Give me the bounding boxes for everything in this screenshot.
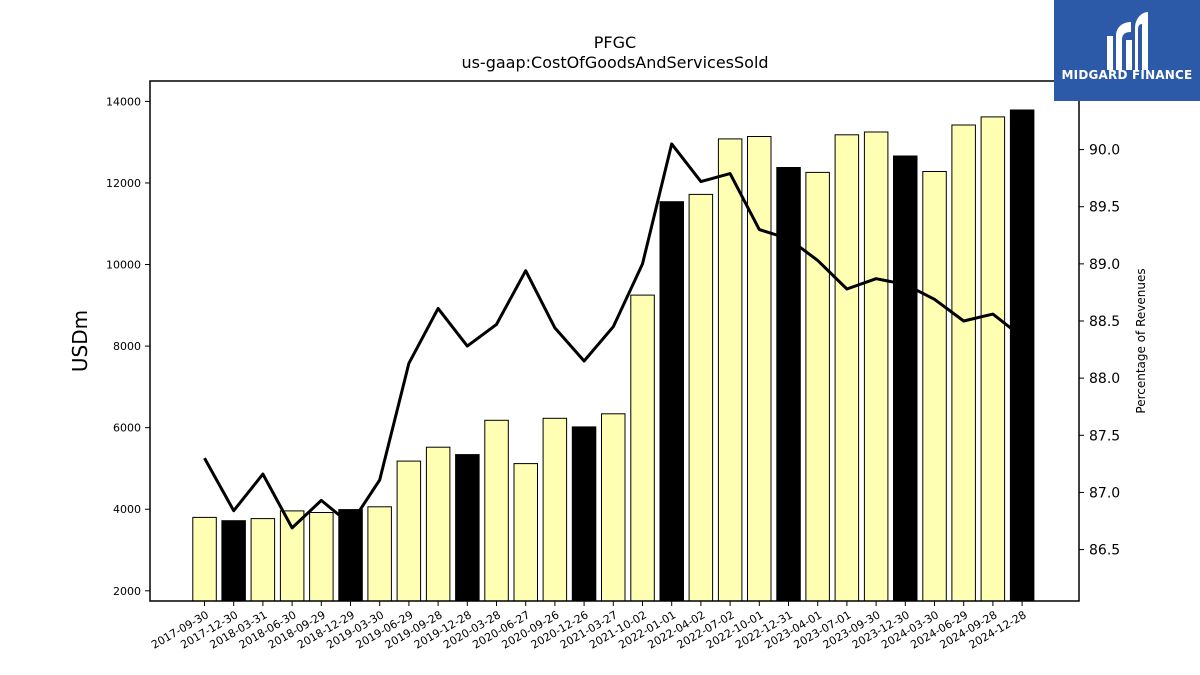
y2-tick-label: 88.0 — [1089, 371, 1120, 387]
bar — [863, 131, 889, 602]
y2-tick-label: 89.5 — [1089, 200, 1120, 216]
y-axis-label: USDm — [68, 310, 92, 372]
bar — [1009, 109, 1035, 602]
y-tick-label: 14000 — [106, 95, 141, 108]
bar — [367, 506, 392, 602]
brand-logo: MIDGARD FINANCE — [1054, 0, 1200, 101]
y2-tick-label: 88.5 — [1089, 314, 1120, 330]
chart-subtitle: us-gaap:CostOfGoodsAndServicesSold — [461, 53, 768, 72]
bar — [192, 516, 217, 602]
percentage-line-series — [203, 142, 1024, 530]
bar — [455, 454, 480, 602]
y-tick-label: 12000 — [106, 177, 141, 190]
bar — [922, 171, 947, 602]
bar — [542, 417, 568, 602]
bar — [279, 510, 305, 602]
bar — [425, 446, 451, 602]
bar-series — [192, 109, 1035, 602]
brand-name: MIDGARD FINANCE — [1061, 68, 1193, 82]
plot-frame — [149, 80, 1080, 602]
bar — [717, 138, 743, 602]
bar — [221, 520, 246, 602]
y-tick-label: 8000 — [113, 340, 141, 353]
bar — [309, 512, 334, 602]
midgard-logo-icon — [1107, 12, 1148, 70]
bar — [834, 134, 860, 602]
bar — [396, 460, 422, 602]
y2-tick-label: 90.0 — [1089, 143, 1120, 159]
y2-axis-label: Percentage of Revenues — [1134, 268, 1148, 413]
bar — [893, 155, 918, 602]
bar — [951, 124, 976, 602]
bar — [659, 201, 684, 602]
y-tick-label: 4000 — [113, 503, 141, 516]
y2-tick-label: 86.5 — [1089, 543, 1120, 559]
y-tick-label: 2000 — [113, 585, 141, 598]
y-tick-label: 10000 — [106, 259, 141, 272]
bar — [776, 167, 801, 602]
bar — [250, 518, 276, 602]
bar — [513, 463, 538, 602]
bar — [601, 413, 626, 602]
bar — [747, 136, 772, 602]
chart-title: PFGC — [594, 33, 636, 52]
bar — [805, 171, 830, 602]
series-line — [203, 142, 1024, 530]
bar — [571, 426, 597, 602]
y2-tick-label: 87.5 — [1089, 428, 1120, 444]
bar — [980, 116, 1006, 602]
bar — [484, 419, 509, 602]
bar — [688, 193, 714, 602]
y2-tick-label: 89.0 — [1089, 257, 1120, 273]
y2-tick-label: 87.0 — [1089, 485, 1120, 501]
y-tick-label: 6000 — [113, 422, 141, 435]
bar — [630, 294, 655, 602]
